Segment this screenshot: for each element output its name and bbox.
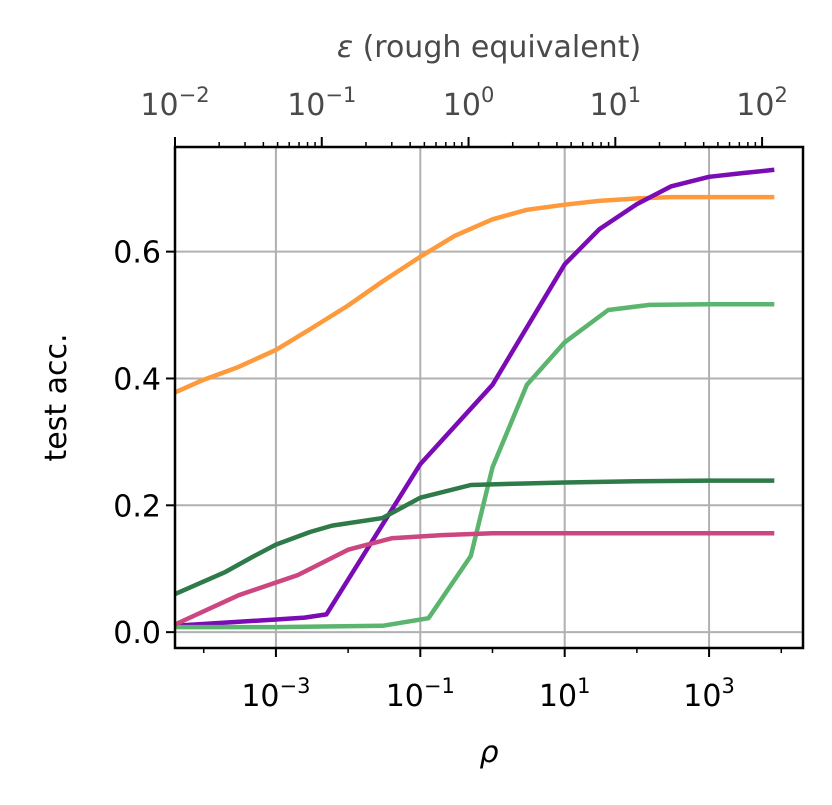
series-line-1 [174, 194, 775, 395]
series-line-5 [174, 530, 775, 627]
y-axis-label: test acc. [39, 333, 74, 461]
x-tick-label-base: 10 [683, 679, 721, 714]
x-tick-label: 103 [683, 674, 735, 714]
x-tick-label-base: 10 [241, 679, 279, 714]
x-tick-label-base: 10 [539, 679, 577, 714]
top-x-tick-label-base: 10 [590, 88, 628, 123]
series-line-2 [174, 167, 775, 629]
top-x-tick-label-base: 10 [443, 88, 481, 123]
x-tick-label: 101 [539, 674, 591, 714]
top-x-axis-label-text: (rough equivalent) [353, 30, 641, 65]
x-tick-label-exponent: 1 [577, 674, 590, 698]
top-x-tick-label-base: 10 [736, 88, 774, 123]
x-tick-label-exponent: −1 [424, 674, 455, 698]
y-tick-label: 0.2 [113, 489, 161, 524]
top-x-tick-label: 100 [443, 83, 495, 123]
series-line-3 [175, 302, 775, 630]
top-x-tick-label-exponent: −1 [325, 83, 356, 107]
x-tick-label: 10−3 [241, 674, 310, 714]
x-tick-label-exponent: 3 [721, 674, 734, 698]
x-tick-label-exponent: −3 [280, 674, 311, 698]
x-tick-label-base: 10 [386, 679, 424, 714]
series-layer [174, 167, 775, 630]
top-x-tick-label: 102 [736, 83, 788, 123]
top-x-tick-label: 101 [590, 83, 642, 123]
grid [175, 147, 803, 648]
top-x-tick-label-exponent: −2 [179, 83, 210, 107]
top-x-tick-label-exponent: 1 [628, 83, 641, 107]
plot-frame [173, 145, 805, 650]
y-tick-label: 0.0 [113, 616, 161, 651]
top-x-axis-label: ε (rough equivalent) [337, 30, 641, 65]
axes [173, 145, 805, 650]
epsilon-symbol: ε [337, 30, 353, 65]
y-tick-label: 0.4 [113, 362, 161, 397]
top-x-tick-label-base: 10 [140, 88, 178, 123]
series-line-4 [174, 478, 775, 597]
top-x-tick-label: 10−2 [140, 83, 209, 123]
x-axis-label: ρ [479, 735, 498, 770]
top-x-tick-label-exponent: 2 [774, 83, 787, 107]
top-x-tick-label-base: 10 [287, 88, 325, 123]
x-tick-label: 10−1 [386, 674, 455, 714]
y-tick-label: 0.6 [113, 236, 161, 271]
top-x-tick-label: 10−1 [287, 83, 356, 123]
top-x-tick-label-exponent: 0 [481, 83, 494, 107]
